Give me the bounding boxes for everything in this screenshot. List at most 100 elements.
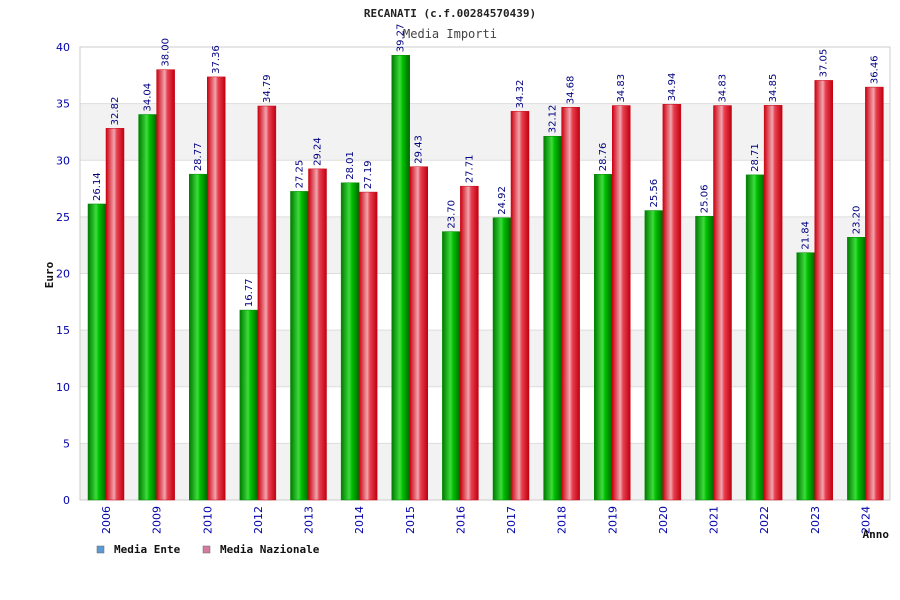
- bar-media-nazionale: [713, 105, 732, 501]
- bars: [87, 55, 884, 501]
- data-label: 39.27: [396, 24, 407, 53]
- data-label: 25.56: [649, 179, 660, 208]
- bar-media-ente: [594, 174, 613, 501]
- bar-media-nazionale: [612, 105, 631, 501]
- legend: Media Ente Media Nazionale: [96, 543, 320, 556]
- data-label: 37.05: [819, 49, 830, 78]
- x-tick-label: 2014: [353, 506, 366, 534]
- x-tick-label: 2006: [100, 506, 113, 534]
- x-tick-label: 2020: [657, 506, 670, 534]
- bar-media-ente: [189, 173, 208, 501]
- y-tick-label: 20: [56, 268, 70, 281]
- y-tick-label: 15: [56, 324, 70, 337]
- data-label: 27.25: [295, 160, 306, 189]
- bar-media-nazionale: [308, 168, 327, 501]
- bar-media-ente: [138, 114, 157, 501]
- data-label: 34.83: [616, 74, 627, 103]
- data-label: 34.79: [262, 74, 273, 103]
- chart-title: RECANATI (c.f.00284570439): [364, 7, 536, 20]
- data-label: 26.14: [92, 172, 103, 201]
- data-label: 34.83: [718, 74, 729, 103]
- bar-media-nazionale: [561, 106, 580, 501]
- bar-media-ente: [796, 252, 815, 501]
- y-tick-label: 30: [56, 154, 70, 167]
- data-label: 23.20: [851, 206, 862, 235]
- plot-border: [79, 46, 891, 501]
- x-tick-label: 2012: [252, 506, 265, 534]
- data-label: 24.92: [497, 186, 508, 215]
- bar-media-ente: [695, 215, 714, 501]
- bar-media-ente: [543, 135, 562, 501]
- x-tick-label: 2021: [708, 506, 721, 534]
- data-label: 28.77: [193, 143, 204, 172]
- bar-media-nazionale: [156, 69, 175, 501]
- data-label: 21.84: [801, 221, 812, 250]
- x-axis-ticks: 2006 2009 2010 2012 2013 2014 2015 2016 2017 2018…: [100, 506, 872, 534]
- x-tick-label: 2009: [151, 506, 164, 534]
- data-label: 34.32: [515, 80, 526, 109]
- bar-media-ente: [847, 237, 866, 501]
- x-tick-label: 2024: [859, 506, 872, 534]
- legend-swatch-media-ente: [96, 545, 105, 554]
- bar-media-nazionale: [257, 105, 277, 501]
- data-label: 25.06: [700, 185, 711, 214]
- y-tick-label: 5: [63, 437, 70, 450]
- bar-media-ente: [442, 231, 461, 501]
- bar-media-nazionale: [763, 105, 783, 501]
- y-tick-label: 0: [63, 494, 70, 507]
- bar-media-nazionale: [207, 76, 226, 501]
- data-label: 32.82: [110, 97, 121, 126]
- data-label: 28.76: [598, 143, 609, 172]
- bar-media-ente: [239, 309, 259, 501]
- legend-swatch-media-nazionale: [202, 545, 211, 554]
- bar-media-ente: [290, 191, 309, 501]
- bar-media-nazionale: [510, 111, 530, 501]
- data-label: 28.71: [750, 143, 761, 172]
- bar-media-nazionale: [409, 166, 428, 501]
- data-label: 34.85: [768, 74, 779, 103]
- data-label: 27.71: [464, 155, 475, 184]
- data-label: 38.00: [161, 38, 172, 67]
- x-tick-label: 2015: [404, 506, 417, 534]
- y-axis-label: Euro: [43, 261, 56, 288]
- bar-media-ente: [391, 55, 410, 501]
- data-label: 32.12: [548, 105, 559, 134]
- data-label: 29.24: [313, 137, 324, 166]
- value-labels: 26.14 32.82 34.04 38.00 28.77 37.36 16.77 34.79…: [92, 24, 880, 307]
- data-label: 34.04: [143, 83, 154, 112]
- legend-label-media-nazionale: Media Nazionale: [220, 543, 320, 556]
- bar-media-ente: [87, 203, 107, 501]
- bar-media-nazionale: [358, 191, 378, 501]
- bar-media-ente: [340, 182, 360, 501]
- data-label: 23.70: [446, 200, 457, 229]
- x-tick-label: 2016: [454, 506, 467, 534]
- bar-media-nazionale: [105, 128, 125, 501]
- y-tick-label: 10: [56, 381, 70, 394]
- y-axis-ticks: 0 5 10 15 20 25 30 35 40: [56, 41, 70, 507]
- data-label: 29.43: [414, 135, 425, 164]
- data-label: 28.01: [345, 151, 356, 180]
- data-label: 27.19: [363, 160, 374, 189]
- y-tick-label: 35: [56, 98, 70, 111]
- data-label: 16.77: [244, 278, 255, 307]
- x-tick-label: 2013: [303, 506, 316, 534]
- y-tick-label: 40: [56, 41, 70, 54]
- chart-subtitle: Media Importi: [403, 27, 497, 41]
- bar-media-ente: [644, 210, 664, 501]
- data-label: 34.68: [566, 76, 577, 105]
- x-tick-label: 2023: [809, 506, 822, 534]
- bar-media-nazionale: [865, 86, 884, 501]
- bar-media-nazionale: [460, 185, 479, 501]
- data-label: 37.36: [211, 45, 222, 74]
- x-tick-label: 2022: [758, 506, 771, 534]
- bar-media-nazionale: [814, 80, 833, 501]
- x-tick-label: 2018: [556, 506, 569, 534]
- x-tick-label: 2010: [201, 506, 214, 534]
- data-label: 34.94: [667, 73, 678, 102]
- legend-label-media-ente: Media Ente: [114, 543, 181, 556]
- bar-media-ente: [745, 174, 765, 501]
- x-tick-label: 2017: [505, 506, 518, 534]
- bar-media-ente: [492, 217, 512, 501]
- y-tick-label: 25: [56, 211, 70, 224]
